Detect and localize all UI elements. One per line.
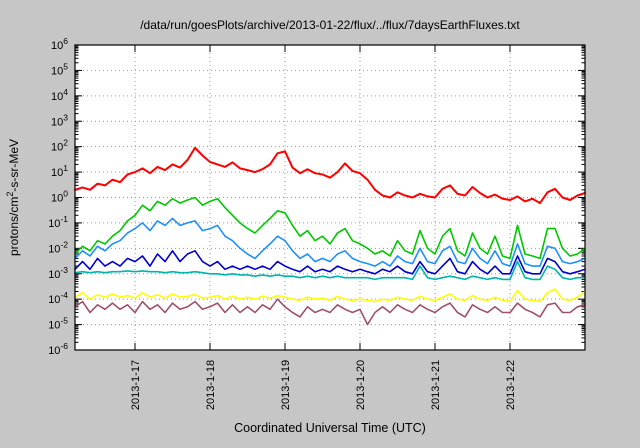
y-tick-label: 10-4 — [48, 290, 68, 306]
y-tick-label: 10-3 — [48, 265, 68, 281]
x-tick-label: 2013-1-17 — [130, 360, 142, 410]
y-tick-label: 10-2 — [48, 239, 68, 255]
y-tick-label: 10-6 — [48, 341, 68, 357]
chart-title: /data/run/goesPlots/archive/2013-01-22/f… — [140, 18, 520, 32]
x-tick-label: 2013-1-22 — [505, 360, 517, 410]
y-tick-label: 103 — [51, 112, 68, 128]
series-line-yellow-channel — [74, 288, 586, 303]
y-tick-label: 104 — [51, 87, 68, 103]
y-tick-label: 101 — [51, 163, 68, 179]
x-axis-label: Coordinated Universal Time (UTC) — [234, 421, 426, 435]
y-tick-label: 100 — [51, 189, 68, 205]
series-line-green-channel — [74, 196, 586, 260]
series-line-light-blue-channel — [74, 217, 586, 267]
y-tick-label: 10-1 — [48, 214, 68, 230]
plot-border — [74, 44, 586, 351]
x-tick-label: 2013-1-20 — [355, 360, 367, 410]
series-line-teal-channel — [74, 260, 586, 281]
series-line-maroon-channel — [74, 298, 586, 326]
series-line-red-channel — [74, 146, 586, 205]
y-tick-label: 10-5 — [48, 316, 68, 332]
series-line-dark-blue-channel — [74, 250, 586, 275]
y-tick-label: 106 — [51, 36, 68, 52]
x-tick-label: 2013-1-19 — [280, 360, 292, 410]
x-tick-label: 2013-1-18 — [205, 360, 217, 410]
y-tick-label: 102 — [51, 138, 68, 154]
y-tick-label: 105 — [51, 61, 68, 77]
y-axis-label: protons/cm2-s-sr-MeV — [5, 139, 21, 256]
x-tick-label: 2013-1-21 — [430, 360, 442, 410]
